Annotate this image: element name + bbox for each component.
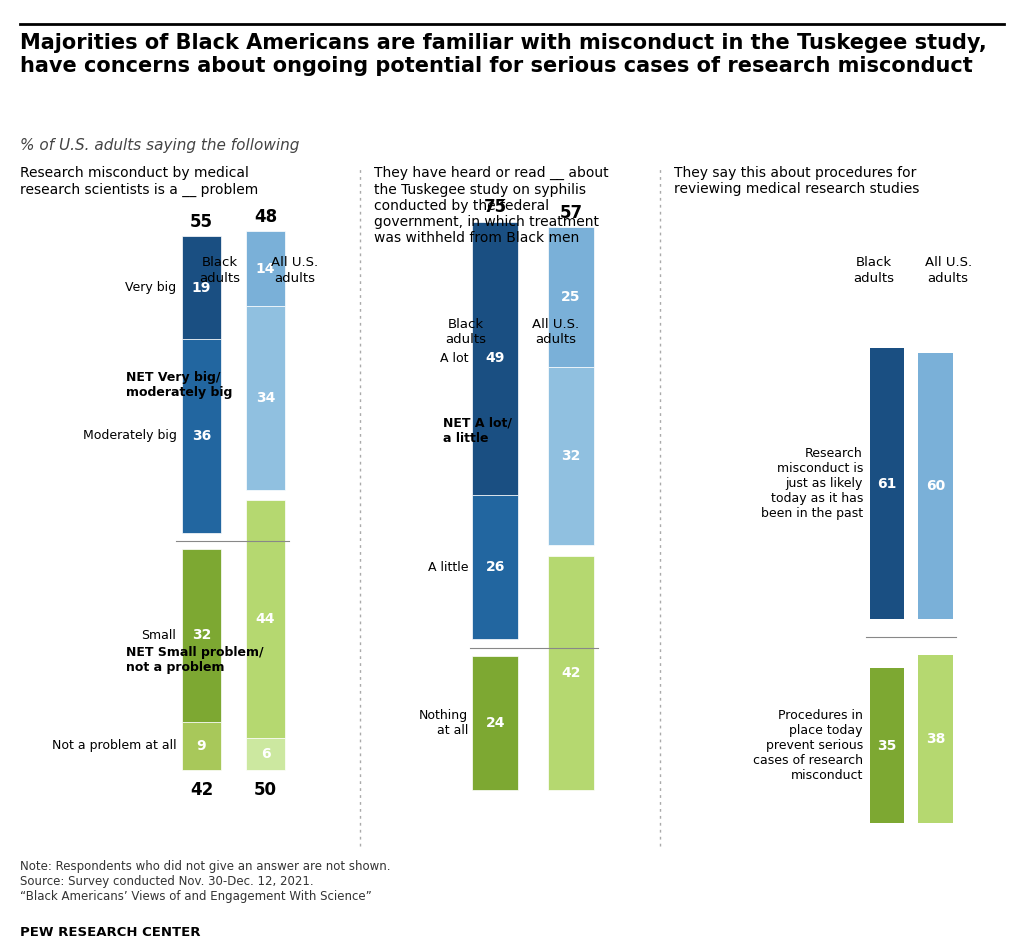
Text: They say this about procedures for
reviewing medical research studies: They say this about procedures for revie… [674, 166, 920, 197]
Bar [182, 339, 221, 533]
Text: 32: 32 [191, 628, 211, 642]
Bar [472, 495, 518, 639]
Text: 25: 25 [561, 290, 581, 304]
Bar [919, 352, 953, 619]
Text: 38: 38 [926, 732, 945, 746]
Text: Procedures in
place today
prevent serious
cases of research
misconduct: Procedures in place today prevent seriou… [753, 709, 863, 782]
Text: Research misconduct by medical
research scientists is a __ problem: Research misconduct by medical research … [20, 166, 259, 197]
Text: All U.S.
adults: All U.S. adults [271, 256, 318, 284]
Bar [472, 222, 518, 495]
Text: 48: 48 [254, 207, 278, 225]
Text: 61: 61 [878, 477, 897, 491]
Text: Small: Small [141, 629, 176, 642]
Bar [246, 307, 286, 489]
Bar [869, 349, 904, 619]
Text: Black
adults: Black adults [445, 318, 486, 346]
Text: All U.S.
adults: All U.S. adults [925, 256, 972, 284]
Text: 44: 44 [256, 612, 275, 626]
Bar [246, 501, 286, 738]
Text: 55: 55 [189, 213, 213, 231]
Text: All U.S.
adults: All U.S. adults [532, 318, 580, 346]
Text: 36: 36 [191, 428, 211, 443]
Text: 49: 49 [485, 352, 505, 366]
Text: They have heard or read __ about
the Tuskegee study on syphilis
conducted by the: They have heard or read __ about the Tus… [374, 166, 608, 245]
Bar [182, 549, 221, 721]
Bar [246, 738, 286, 770]
Bar [182, 721, 221, 770]
Text: Not a problem at all: Not a problem at all [52, 739, 176, 752]
Text: 6: 6 [261, 747, 270, 761]
Text: Note: Respondents who did not give an answer are not shown.
Source: Survey condu: Note: Respondents who did not give an an… [20, 860, 391, 902]
Text: 42: 42 [189, 781, 213, 799]
Bar [919, 655, 953, 824]
Bar [472, 656, 518, 789]
Text: Moderately big: Moderately big [83, 429, 176, 443]
Bar [869, 668, 904, 824]
Text: 26: 26 [485, 560, 505, 574]
Text: Black
adults: Black adults [853, 256, 894, 284]
Text: NET Very big/
moderately big: NET Very big/ moderately big [126, 370, 232, 399]
Text: NET A lot/
a little: NET A lot/ a little [442, 417, 512, 445]
Text: A little: A little [428, 560, 468, 574]
Text: Majorities of Black Americans are familiar with misconduct in the Tuskegee study: Majorities of Black Americans are famili… [20, 33, 987, 76]
Text: PEW RESEARCH CENTER: PEW RESEARCH CENTER [20, 926, 201, 940]
Text: % of U.S. adults saying the following: % of U.S. adults saying the following [20, 138, 300, 153]
Bar [246, 231, 286, 307]
Text: 9: 9 [197, 739, 206, 752]
Bar [548, 556, 594, 789]
Text: 50: 50 [254, 781, 278, 799]
Text: 75: 75 [483, 199, 507, 217]
Text: 57: 57 [559, 204, 583, 222]
Text: Black
adults: Black adults [200, 256, 241, 284]
Bar [548, 367, 594, 545]
Text: 42: 42 [561, 666, 581, 680]
Text: 60: 60 [926, 479, 945, 493]
Text: Research
misconduct is
just as likely
today as it has
been in the past: Research misconduct is just as likely to… [761, 447, 863, 521]
Text: Nothing
at all: Nothing at all [419, 709, 468, 737]
Text: 19: 19 [191, 280, 211, 294]
Bar [182, 237, 221, 339]
Text: A lot: A lot [439, 352, 468, 365]
Text: NET Small problem/
not a problem: NET Small problem/ not a problem [126, 645, 264, 674]
Text: 35: 35 [878, 738, 897, 752]
Text: Very big: Very big [125, 281, 176, 294]
Bar [548, 227, 594, 367]
Text: 24: 24 [485, 716, 505, 730]
Text: 14: 14 [256, 261, 275, 275]
Text: 34: 34 [256, 391, 275, 405]
Text: 32: 32 [561, 448, 581, 463]
